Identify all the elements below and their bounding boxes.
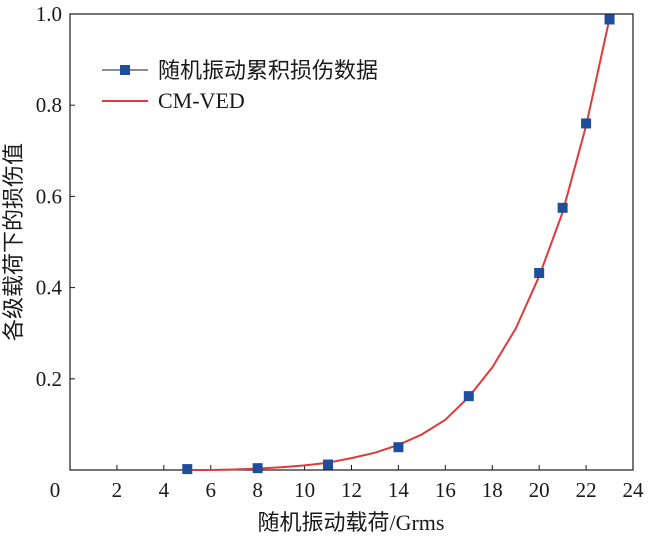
- x-tick-label: 8: [252, 478, 263, 502]
- x-tick-label: 24: [623, 478, 645, 502]
- x-tick-label: 16: [435, 478, 456, 502]
- y-tick-label: 0.6: [36, 184, 62, 208]
- data-point: [463, 391, 474, 402]
- y-axis: 0.2 0.4 0.6 0.8 1.0: [36, 2, 75, 391]
- x-tick-label: 0: [50, 478, 61, 502]
- data-point: [581, 118, 592, 129]
- x-tick-label: 2: [112, 478, 123, 502]
- x-tick-label: 20: [529, 478, 550, 502]
- data-point: [323, 459, 334, 470]
- data-point: [604, 14, 615, 25]
- legend-label-scatter: 随机振动累积损伤数据: [158, 58, 378, 83]
- data-point: [252, 463, 263, 474]
- x-tick-label: 18: [482, 478, 503, 502]
- x-tick-label: 12: [341, 478, 362, 502]
- legend-square-marker: [120, 65, 130, 75]
- data-point: [182, 464, 193, 475]
- y-tick-label: 0.4: [36, 276, 63, 300]
- data-point: [393, 442, 404, 453]
- data-point: [534, 268, 545, 279]
- x-tick-label: 14: [388, 478, 410, 502]
- x-tick-label: 6: [206, 478, 217, 502]
- legend: 随机振动累积损伤数据 CM-VED: [102, 58, 378, 113]
- data-point: [557, 202, 568, 213]
- legend-label-cmved: CM-VED: [158, 88, 245, 113]
- y-tick-label: 0.8: [36, 93, 62, 117]
- x-axis-label: 随机振动载荷/Grms: [257, 510, 444, 535]
- x-tick-label: 22: [576, 478, 597, 502]
- x-axis: 0 2 4 6 8 10 12 14 16 18 20 22 24: [50, 465, 644, 502]
- x-tick-label: 4: [159, 478, 170, 502]
- x-tick-label: 10: [294, 478, 315, 502]
- plot-area: [182, 14, 615, 475]
- y-tick-label: 0.2: [36, 367, 62, 391]
- cm-ved-curve: [187, 18, 611, 471]
- y-axis-label: 各级载荷下的损伤值: [1, 143, 26, 341]
- y-tick-label: 1.0: [36, 2, 62, 26]
